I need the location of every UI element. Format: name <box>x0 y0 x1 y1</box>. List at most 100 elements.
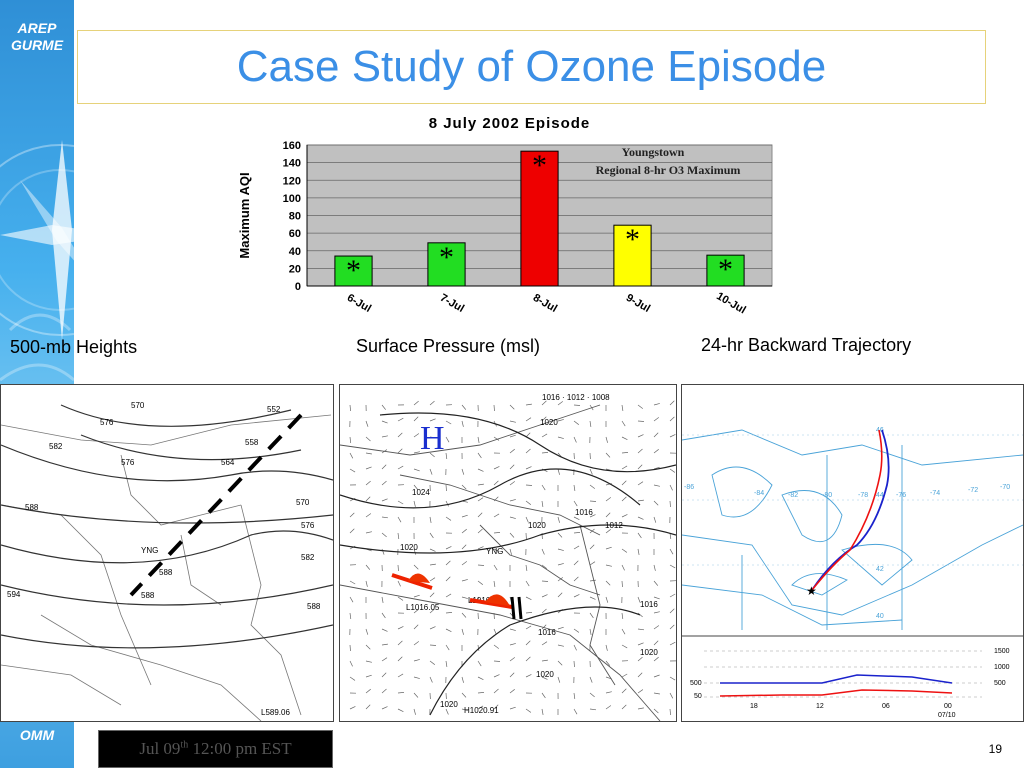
wind-barb <box>349 452 354 459</box>
wind-barb <box>429 452 435 458</box>
wind-barb <box>637 672 643 678</box>
wind-barb <box>637 642 644 646</box>
wind-barb <box>429 577 436 582</box>
wind-barb <box>605 580 611 586</box>
caption-surface-pressure: Surface Pressure (msl) <box>356 336 541 356</box>
wind-barb <box>461 676 464 683</box>
wind-barb <box>621 612 624 619</box>
wind-barb <box>397 626 404 630</box>
wind-barb <box>621 452 629 454</box>
wind-barb <box>669 468 676 473</box>
wind-barb <box>621 628 626 635</box>
wind-barb <box>573 516 580 521</box>
wind-barb <box>525 500 532 505</box>
wind-barb <box>525 656 531 662</box>
wind-barb <box>445 484 447 492</box>
wind-barb <box>461 561 468 566</box>
wind-barb <box>413 708 416 715</box>
contour-label: 588 <box>25 503 39 512</box>
wind-barb <box>541 400 547 406</box>
wind-barb <box>637 464 643 470</box>
wind-barb <box>477 452 482 459</box>
wind-barb <box>653 449 659 454</box>
profile-right-label: 500 <box>994 680 1006 687</box>
wind-barb <box>557 644 564 647</box>
wind-barb <box>525 596 532 601</box>
bar-marker: * <box>346 254 361 287</box>
wind-barb <box>637 448 643 454</box>
bar <box>520 150 559 287</box>
wind-barb <box>653 708 659 714</box>
wind-barb <box>445 420 452 425</box>
wind-barb <box>573 500 578 507</box>
wind-barb <box>573 644 577 651</box>
wind-barb <box>509 420 516 423</box>
wind-barb <box>477 497 484 502</box>
wind-barb <box>653 596 660 600</box>
wind-barb <box>653 432 659 438</box>
wind-barb <box>429 644 437 646</box>
wind-barb <box>397 673 404 678</box>
wind-barb <box>637 516 644 520</box>
wind-barb <box>541 433 548 438</box>
wind-barb <box>461 404 467 410</box>
contour-label: 588 <box>159 568 173 577</box>
wind-barb <box>525 403 532 406</box>
wind-barb <box>557 577 564 582</box>
wind-barb <box>413 676 420 679</box>
wind-barb <box>429 516 432 523</box>
wind-barb <box>621 480 627 486</box>
bar <box>706 254 745 287</box>
wind-barb <box>477 528 483 534</box>
wind-barbs <box>349 400 676 716</box>
annotation-line2: Regional 8-hr O3 Maximum <box>596 163 741 177</box>
high-label: H1020.91 <box>464 706 499 715</box>
wind-barb <box>477 468 484 472</box>
wind-barb <box>397 708 404 713</box>
wind-barb <box>669 641 676 646</box>
wind-barb <box>429 400 435 406</box>
wind-barb <box>653 484 660 487</box>
wind-barb <box>589 484 596 489</box>
isobar-label: 1020 <box>440 700 458 709</box>
wind-barb <box>669 564 676 569</box>
aqi-bar-chart: 0 20 40 60 80 100 120 140 160 * 6-Jul * 7-Jul * 8-Jul *… <box>237 115 773 317</box>
wind-barb <box>509 689 515 694</box>
wind-barb <box>365 674 372 678</box>
wind-barb <box>413 433 420 438</box>
y-tick-label: 140 <box>283 158 301 170</box>
wind-barb <box>589 596 596 600</box>
page-number: 19 <box>988 742 1002 756</box>
wind-barb <box>653 625 660 630</box>
wind-barb <box>413 624 419 630</box>
wind-barb <box>573 484 576 491</box>
wind-barb <box>557 592 563 598</box>
wind-barb <box>413 594 420 598</box>
wind-barb <box>349 512 355 518</box>
trajectory-map: 46 44 42 40 -86 -84 -82 -80 -78 -76 -74 … <box>681 384 1024 722</box>
wind-barb <box>669 608 675 614</box>
wind-barb <box>397 448 403 454</box>
title-box: Case Study of Ozone Episode <box>77 30 986 104</box>
wind-barb <box>557 401 564 406</box>
wind-barb <box>637 499 644 502</box>
profile-left-label: 500 <box>690 680 702 687</box>
wind-barb <box>669 416 675 422</box>
omm-brand: OMM <box>19 727 55 743</box>
y-tick-label: 20 <box>289 263 301 275</box>
wind-barb <box>365 531 372 534</box>
isobar-label: 1012 <box>605 521 623 530</box>
wind-barb <box>365 644 371 650</box>
wind-barb <box>669 434 676 438</box>
wind-barb <box>461 596 468 599</box>
contour-label: 564 <box>221 458 235 467</box>
wind-barb <box>429 418 436 422</box>
x-tick-label: 7-Jul <box>438 292 466 315</box>
arep-brand: AREP GURME <box>0 20 74 54</box>
bar-marker: * <box>532 149 547 182</box>
wind-barb <box>653 516 657 523</box>
wind-barb <box>621 496 627 502</box>
wind-barb <box>381 498 388 502</box>
lon-label: -86 <box>684 484 694 491</box>
wind-barb <box>397 692 405 694</box>
